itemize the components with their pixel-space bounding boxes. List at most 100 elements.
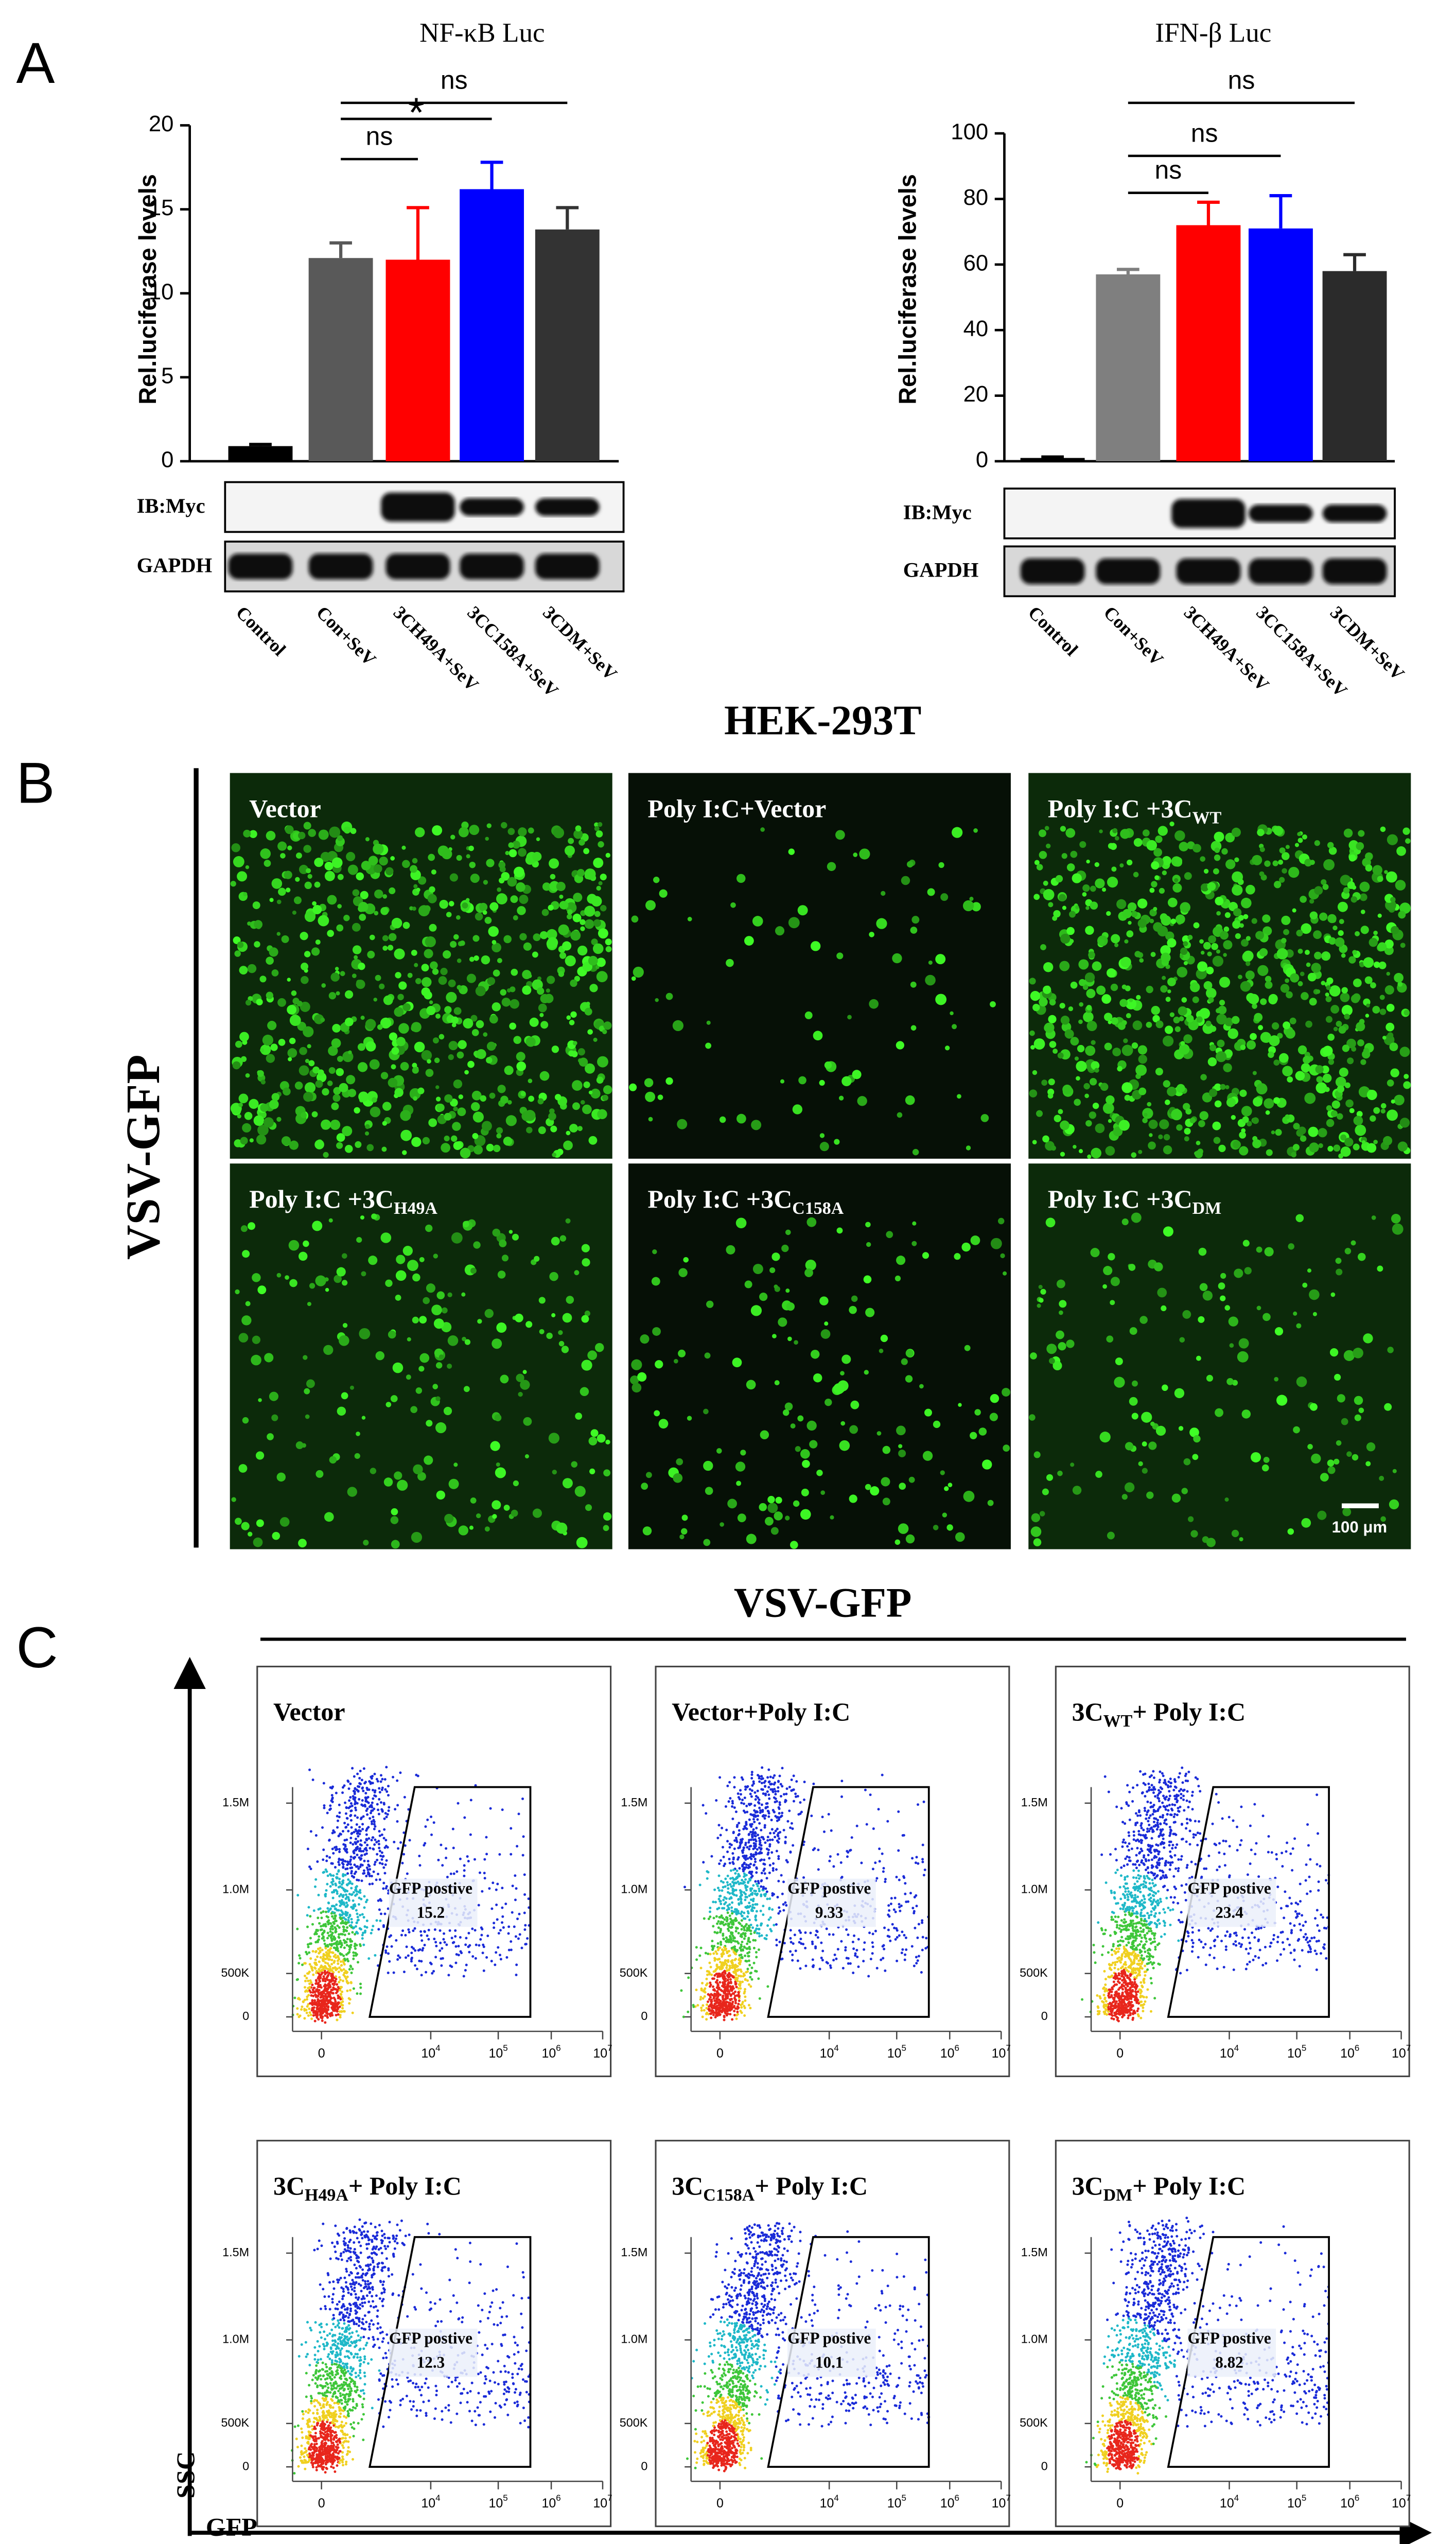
cell bbox=[687, 917, 692, 921]
event bbox=[384, 1788, 387, 1791]
event bbox=[353, 1863, 356, 1867]
event bbox=[332, 1874, 335, 1877]
event bbox=[740, 2006, 743, 2009]
event bbox=[375, 1841, 378, 1844]
event bbox=[354, 1925, 357, 1928]
cell bbox=[487, 977, 496, 985]
event bbox=[696, 2004, 699, 2007]
event bbox=[340, 1858, 343, 1861]
cell bbox=[1029, 978, 1036, 985]
event bbox=[338, 1895, 341, 1898]
cell bbox=[886, 1231, 893, 1239]
bar bbox=[1096, 274, 1161, 461]
event bbox=[705, 2007, 708, 2010]
cell bbox=[448, 979, 456, 987]
cell bbox=[300, 1001, 310, 1012]
event bbox=[766, 1853, 769, 1856]
y-tick-label: 80 bbox=[963, 185, 989, 210]
event bbox=[526, 1937, 529, 1940]
event bbox=[394, 1808, 397, 1811]
image-label-sub: DM bbox=[1192, 1199, 1222, 1218]
cell bbox=[1157, 1287, 1167, 1298]
cell bbox=[1397, 1141, 1408, 1152]
cell bbox=[548, 1112, 556, 1121]
cell bbox=[516, 882, 525, 892]
cell bbox=[869, 999, 879, 1009]
event bbox=[359, 1889, 362, 1892]
cell bbox=[603, 1512, 612, 1521]
cell bbox=[1327, 1466, 1336, 1474]
event bbox=[748, 1845, 751, 1848]
event bbox=[699, 1996, 703, 1999]
event bbox=[335, 1876, 338, 1879]
event bbox=[747, 1959, 750, 1962]
event bbox=[326, 1811, 329, 1815]
cell bbox=[706, 1020, 711, 1025]
event bbox=[324, 1999, 327, 2002]
cell bbox=[1221, 848, 1228, 855]
cell bbox=[260, 1079, 266, 1085]
event bbox=[743, 1872, 746, 1875]
cell bbox=[1146, 1021, 1152, 1028]
cell bbox=[415, 827, 425, 838]
event bbox=[313, 1999, 317, 2002]
event bbox=[360, 1879, 363, 1883]
cell bbox=[603, 1525, 609, 1531]
event bbox=[356, 1992, 359, 1995]
cell bbox=[528, 827, 534, 834]
event bbox=[333, 1831, 336, 1834]
cell bbox=[835, 830, 845, 840]
cell bbox=[368, 1256, 378, 1265]
event bbox=[342, 1866, 345, 1869]
cell bbox=[703, 1408, 709, 1415]
event bbox=[354, 1870, 357, 1873]
cell bbox=[1189, 1427, 1199, 1437]
cell bbox=[654, 1410, 660, 1417]
cell bbox=[562, 941, 572, 951]
event bbox=[755, 1956, 758, 1959]
cell bbox=[1300, 1135, 1307, 1142]
cell bbox=[558, 1330, 563, 1335]
event bbox=[326, 1874, 329, 1877]
event bbox=[433, 1938, 436, 1941]
event bbox=[309, 1979, 312, 1982]
cell bbox=[744, 1280, 752, 1288]
cell bbox=[1330, 1292, 1336, 1297]
cell bbox=[1403, 1081, 1411, 1089]
cell bbox=[1295, 1214, 1304, 1223]
cell bbox=[1292, 908, 1296, 913]
event bbox=[319, 1928, 322, 1931]
cell bbox=[1357, 1039, 1364, 1047]
cell bbox=[294, 1082, 303, 1090]
event bbox=[485, 1853, 488, 1856]
event bbox=[342, 1912, 345, 1915]
cell bbox=[865, 1222, 871, 1228]
cell bbox=[1252, 1139, 1261, 1148]
event bbox=[349, 1924, 353, 1927]
cell bbox=[1246, 936, 1251, 941]
event bbox=[349, 1939, 352, 1942]
cell bbox=[1151, 861, 1160, 870]
event bbox=[334, 1846, 337, 1849]
event bbox=[308, 2007, 311, 2010]
cell bbox=[894, 1275, 901, 1282]
event bbox=[361, 1787, 364, 1790]
event bbox=[463, 1869, 466, 1872]
cell bbox=[449, 873, 459, 882]
cell bbox=[898, 1444, 903, 1449]
event bbox=[339, 1885, 342, 1888]
event bbox=[362, 1850, 365, 1853]
cell bbox=[411, 1022, 422, 1033]
cell bbox=[1260, 998, 1267, 1005]
cell bbox=[453, 1462, 458, 1467]
cell bbox=[1360, 910, 1365, 914]
event bbox=[330, 1997, 333, 2000]
event bbox=[392, 1775, 395, 1779]
event bbox=[358, 1825, 361, 1828]
cell bbox=[1196, 1355, 1201, 1361]
cell bbox=[252, 1273, 261, 1282]
event bbox=[768, 1863, 771, 1867]
event bbox=[699, 1998, 702, 2001]
cell bbox=[372, 1097, 377, 1103]
cell bbox=[1391, 1099, 1395, 1104]
